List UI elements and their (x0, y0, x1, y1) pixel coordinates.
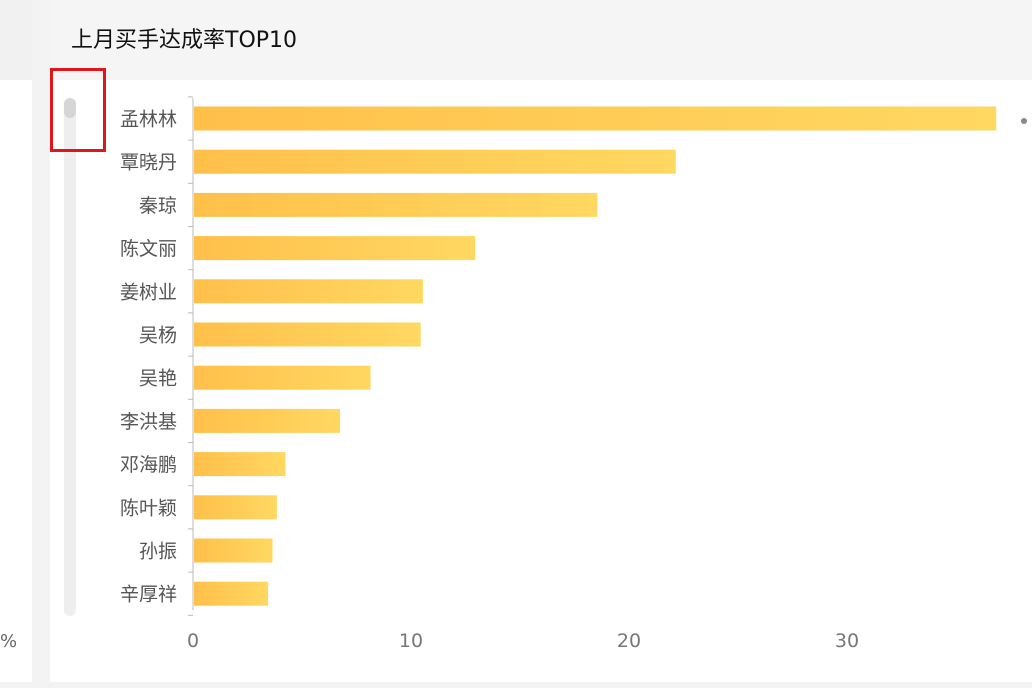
category-label: 吴杨 (139, 325, 177, 347)
left-panel-body (0, 80, 32, 682)
chart-title: 上月买手达成率TOP10 (71, 28, 298, 53)
x-tick-label: 0 (187, 630, 199, 652)
category-label: 孟林林 (120, 109, 177, 131)
bar[interactable] (194, 538, 273, 563)
card-header: 上月买手达成率TOP10 (50, 0, 1032, 80)
category-label: 秦琼 (139, 195, 177, 217)
bar[interactable] (194, 149, 676, 174)
legend-marker-dot[interactable] (1021, 118, 1027, 124)
category-label: 陈文丽 (120, 238, 177, 260)
datazoom-slider-track[interactable] (64, 98, 76, 616)
category-label: 李洪基 (120, 411, 177, 433)
highlight-annotation-box (50, 68, 106, 152)
category-label: 吴艳 (139, 368, 177, 390)
bar[interactable] (194, 365, 371, 390)
category-label: 邓海鹏 (120, 454, 177, 476)
category-label: 孙振 (139, 541, 177, 563)
x-tick-label: 20 (617, 630, 641, 652)
datazoom-slider-handle[interactable] (64, 98, 76, 118)
category-label: 陈叶颖 (120, 497, 177, 519)
left-panel-header (0, 0, 32, 80)
category-label: 姜树业 (120, 281, 177, 303)
left-panel-edge (0, 0, 32, 688)
category-label: 覃晓丹 (120, 152, 177, 174)
bar[interactable] (194, 408, 341, 433)
bar[interactable] (194, 106, 997, 131)
x-tick-label: 30 (835, 630, 859, 652)
x-tick-label: 10 (399, 630, 423, 652)
category-label: 辛厚祥 (120, 584, 177, 606)
left-panel-percent-fragment: % (0, 631, 18, 652)
bar[interactable] (194, 452, 286, 477)
bar[interactable] (194, 495, 277, 520)
bar[interactable] (194, 581, 269, 606)
bar[interactable] (194, 192, 598, 217)
bar[interactable] (194, 236, 476, 261)
bar[interactable] (194, 322, 421, 347)
bar[interactable] (194, 279, 423, 304)
